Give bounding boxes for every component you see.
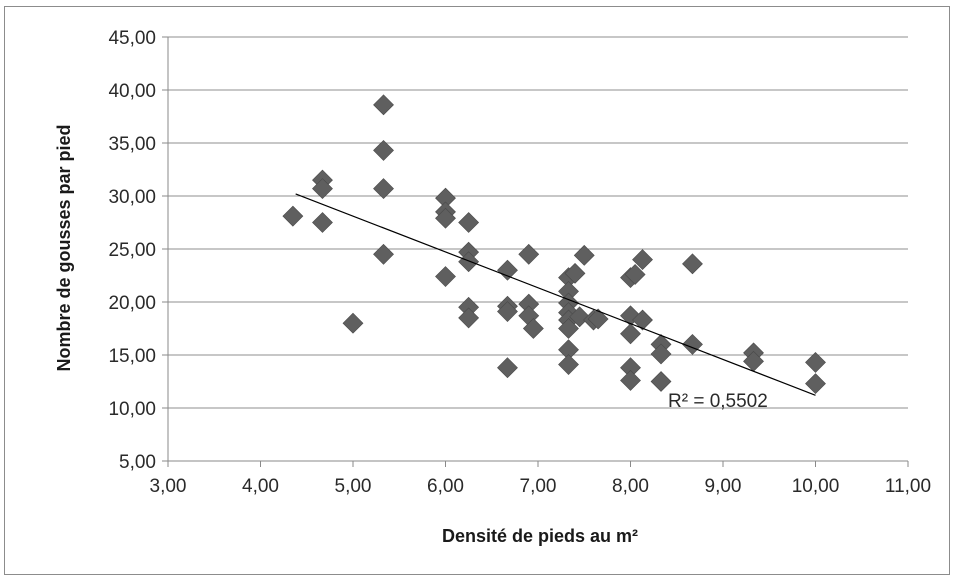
data-point [650,343,672,365]
x-tick-label: 5,00 [335,476,372,497]
y-tick-label: 45,00 [108,28,156,49]
data-point [312,178,333,200]
y-tick-label: 25,00 [108,240,156,261]
data-point [650,371,672,392]
y-tick-label: 15,00 [108,346,156,367]
x-tick-label: 3,00 [150,476,187,497]
y-tick-label: 10,00 [108,399,156,420]
data-point [564,262,586,284]
x-tick-label: 9,00 [705,476,742,497]
data-point [522,318,544,339]
data-point [435,207,456,229]
trendline-group [295,193,816,396]
data-point [569,306,591,328]
data-point [632,309,653,331]
data-point [373,243,394,265]
x-tick-label: 7,00 [520,476,557,497]
x-tick-label: 4,00 [242,476,279,497]
data-point [497,259,518,281]
y-tick-label: 30,00 [108,187,156,208]
y-tick-label: 20,00 [108,293,156,314]
data-points [282,94,826,395]
data-point [573,244,595,266]
x-tick-label: 11,00 [885,476,931,497]
y-axis-title: Nombre de gousses par pied [54,124,74,371]
r-squared-annotation: R² = 0,5502 [668,391,768,412]
x-tick-label: 10,00 [792,476,840,497]
y-tick-label: 5,00 [119,452,156,473]
gridlines [168,36,908,409]
data-point [458,307,480,329]
x-tick-label: 8,00 [612,476,649,497]
data-point [312,212,333,233]
data-point [558,318,579,339]
y-tick-label: 40,00 [108,81,156,102]
data-point [282,205,304,227]
data-point [620,370,641,391]
data-point [518,243,540,265]
data-point [373,178,394,200]
data-point [373,94,394,116]
chart-frame [4,6,950,575]
x-axis-title: Densité de pieds au m² [442,526,638,546]
data-point [342,312,364,334]
data-point [624,264,646,285]
data-point [805,351,826,373]
trendline [295,193,816,396]
data-point [497,357,518,379]
data-point [497,301,518,322]
data-point [558,354,579,375]
data-point [435,266,456,287]
tick-labels: 3,00 4,00 5,00 6,00 7,00 8,00 9,00 10,00 11,00 5,… [108,28,931,497]
x-tick-label: 6,00 [427,476,464,497]
axes [162,36,909,467]
data-point [373,139,394,161]
data-point [620,323,641,345]
y-tick-label: 35,00 [108,134,156,155]
data-point [632,249,653,271]
data-point [682,253,703,275]
data-point [458,212,480,233]
data-point [805,373,826,395]
data-point [587,308,609,330]
